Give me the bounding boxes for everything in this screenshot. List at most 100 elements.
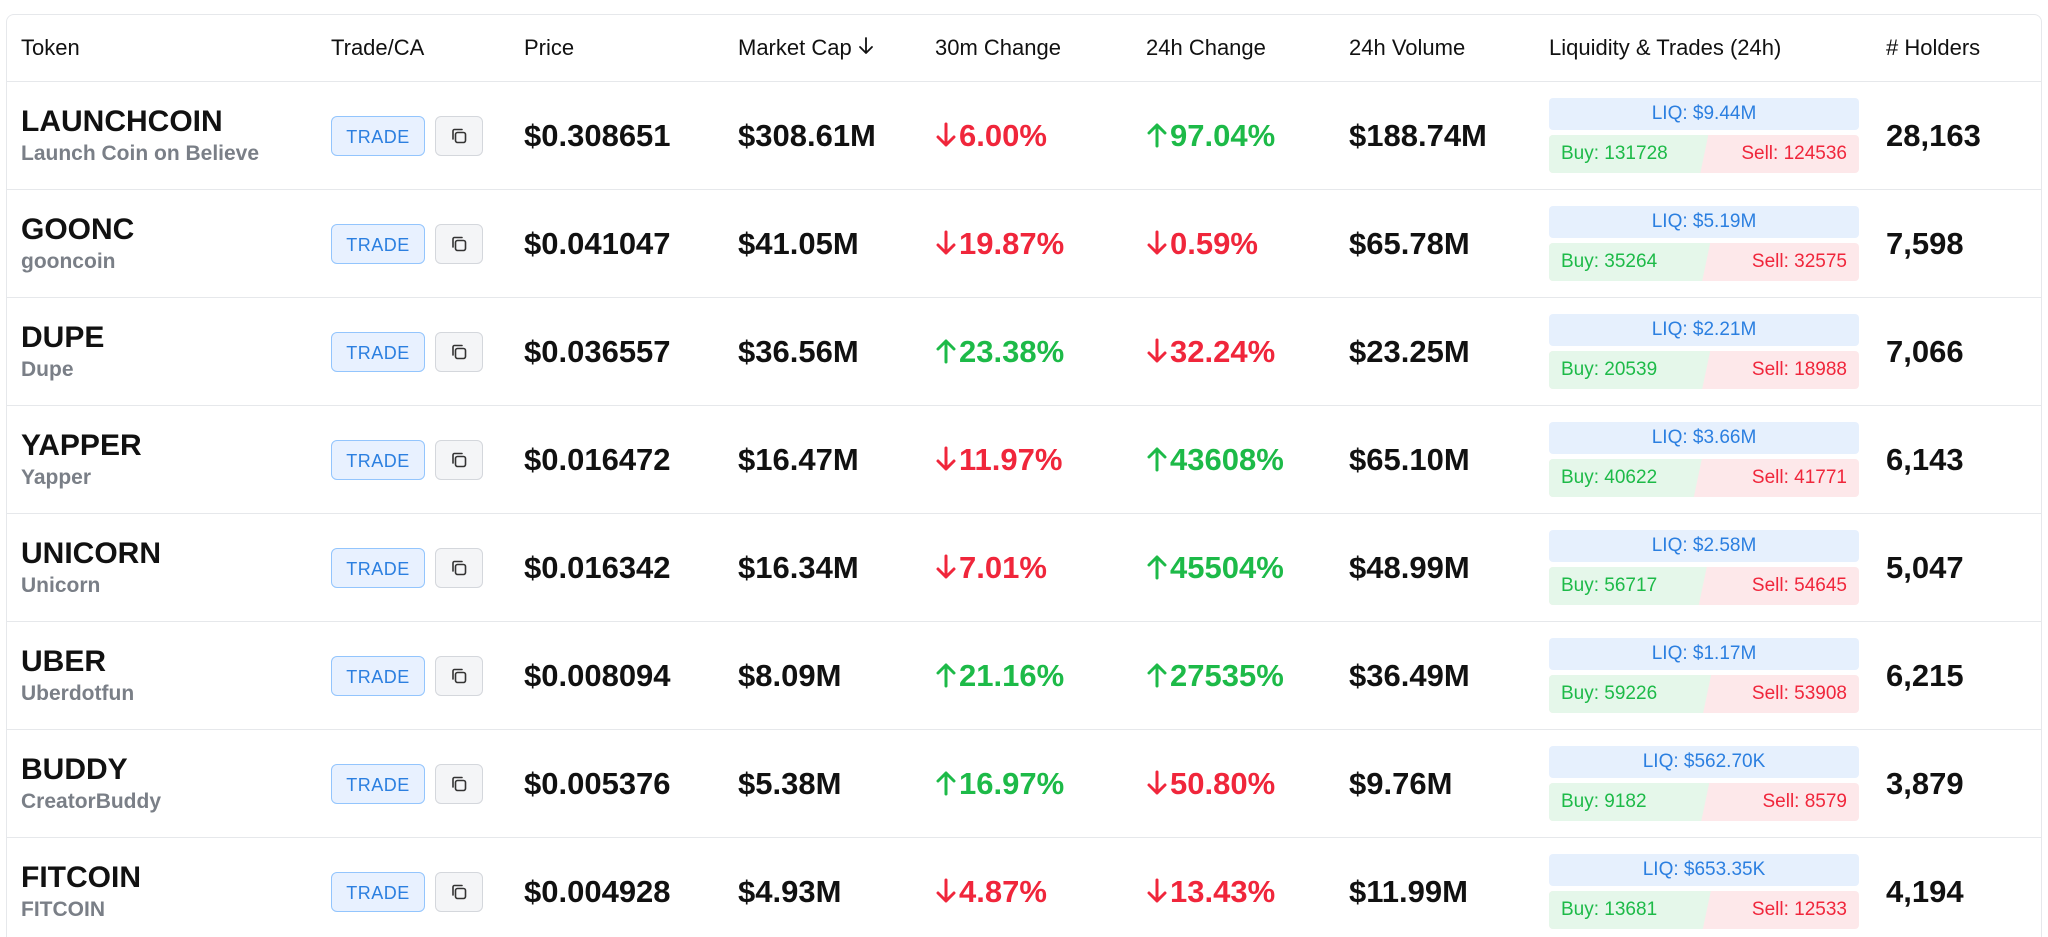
holders-count: 28,163 — [1886, 117, 1981, 153]
trade-button[interactable]: TRADE — [331, 871, 425, 912]
column-header-liquidity-trades[interactable]: Liquidity & Trades (24h) — [1535, 15, 1872, 82]
volume-24h-cell: $65.78M — [1335, 189, 1535, 298]
arrow-down-icon[interactable] — [858, 35, 874, 61]
column-header-24h-volume[interactable]: 24h Volume — [1335, 15, 1535, 82]
table-row[interactable]: DUPE Dupe TRADE $0.036557 $36.56M 23.38%… — [7, 297, 2041, 406]
arrow-down-icon — [935, 120, 957, 146]
market-cap-cell: $308.61M — [724, 81, 921, 190]
table-row[interactable]: UNICORN Unicorn TRADE $0.016342 $16.34M … — [7, 513, 2041, 622]
trade-ca-cell: TRADE — [317, 513, 510, 622]
copy-address-button[interactable] — [435, 763, 483, 804]
token-symbol[interactable]: GOONC — [21, 212, 135, 246]
copy-icon — [452, 668, 467, 683]
change-24h-value: 50.80% — [1146, 766, 1275, 801]
arrow-up-icon — [1146, 120, 1168, 147]
volume-24h-cell: $48.99M — [1335, 513, 1535, 622]
copy-address-button[interactable] — [435, 655, 483, 696]
token-symbol[interactable]: LAUNCHCOIN — [21, 104, 223, 138]
arrow-down-icon — [935, 228, 957, 254]
change-24h-cell: 50.80% — [1132, 729, 1335, 838]
column-header-market-cap[interactable]: Market Cap — [724, 15, 921, 82]
column-header-holders[interactable]: # Holders — [1872, 15, 2041, 82]
column-header-token: Token — [7, 15, 317, 82]
market-cap-value: $41.05M — [738, 225, 859, 261]
token-symbol[interactable]: UNICORN — [21, 536, 161, 570]
table-row[interactable]: LAUNCHCOIN Launch Coin on Believe TRADE … — [7, 81, 2041, 190]
column-header-price[interactable]: Price — [510, 15, 724, 82]
token-price: $0.016342 — [524, 549, 671, 585]
price-cell: $0.008094 — [510, 621, 724, 730]
token-symbol[interactable]: FITCOIN — [21, 860, 141, 894]
holders-cell: 7,598 — [1872, 189, 2041, 298]
copy-address-button[interactable] — [435, 115, 483, 156]
token-cell: BUDDY CreatorBuddy — [7, 729, 317, 838]
market-cap-value: $4.93M — [738, 873, 842, 909]
change-30m-text: 11.97% — [959, 441, 1063, 477]
volume-24h-value: $23.25M — [1349, 333, 1470, 369]
liquidity-trades-cell: LIQ: $3.66M Buy: 40622 Sell: 41771 — [1535, 405, 1872, 514]
token-name: Yapper — [21, 465, 92, 489]
change-24h-text: 0.59% — [1170, 225, 1258, 261]
table-row[interactable]: FITCOIN FITCOIN TRADE $0.004928 $4.93M 4… — [7, 837, 2041, 937]
change-24h-text: 27535% — [1170, 657, 1284, 693]
column-header-30m-change[interactable]: 30m Change — [921, 15, 1132, 82]
trade-button[interactable]: TRADE — [331, 331, 425, 372]
copy-address-button[interactable] — [435, 871, 483, 912]
copy-address-button[interactable] — [435, 439, 483, 480]
copy-icon — [452, 236, 467, 251]
token-symbol[interactable]: BUDDY — [21, 752, 128, 786]
change-30m-text: 6.00% — [959, 117, 1047, 153]
change-24h-value: 13.43% — [1146, 874, 1275, 909]
buy-count: Buy: 131728 — [1561, 143, 1668, 164]
arrow-down-icon — [1146, 336, 1168, 362]
trade-button[interactable]: TRADE — [331, 655, 425, 696]
buy-count: Buy: 9182 — [1561, 791, 1647, 812]
copy-address-button[interactable] — [435, 223, 483, 264]
market-cap-value: $5.38M — [738, 765, 842, 801]
liquidity-badge: LIQ: $3.66M — [1549, 422, 1859, 454]
volume-24h-cell: $9.76M — [1335, 729, 1535, 838]
token-symbol[interactable]: UBER — [21, 644, 107, 678]
change-30m-value: 23.38% — [935, 334, 1064, 369]
change-24h-value: 0.59% — [1146, 226, 1258, 261]
market-cap-cell: $16.47M — [724, 405, 921, 514]
copy-icon — [452, 344, 467, 359]
change-30m-cell: 7.01% — [921, 513, 1132, 622]
arrow-up-icon — [1146, 552, 1168, 579]
change-30m-value: 16.97% — [935, 766, 1064, 801]
copy-icon — [452, 776, 467, 791]
trade-button[interactable]: TRADE — [331, 763, 425, 804]
change-30m-value: 7.01% — [935, 550, 1047, 585]
change-30m-text: 16.97% — [959, 765, 1065, 801]
trade-button[interactable]: TRADE — [331, 439, 425, 480]
sell-count: Sell: 41771 — [1751, 467, 1847, 488]
token-symbol[interactable]: DUPE — [21, 320, 105, 354]
trade-button[interactable]: TRADE — [331, 115, 425, 156]
change-30m-text: 21.16% — [959, 657, 1065, 693]
token-symbol[interactable]: YAPPER — [21, 428, 142, 462]
holders-count: 4,194 — [1886, 873, 1964, 909]
change-24h-text: 43608% — [1170, 441, 1284, 477]
table-row[interactable]: YAPPER Yapper TRADE $0.016472 $16.47M 11… — [7, 405, 2041, 514]
market-cap-cell: $4.93M — [724, 837, 921, 937]
copy-address-button[interactable] — [435, 547, 483, 588]
change-24h-text: 13.43% — [1170, 873, 1276, 909]
table-row[interactable]: BUDDY CreatorBuddy TRADE $0.005376 $5.38… — [7, 729, 2041, 838]
copy-address-button[interactable] — [435, 331, 483, 372]
arrow-up-icon — [935, 336, 957, 363]
buy-sell-bar: Buy: 59226 Sell: 53908 — [1549, 675, 1859, 713]
trade-button[interactable]: TRADE — [331, 223, 425, 264]
liquidity-trades-widget: LIQ: $1.17M Buy: 59226 Sell: 53908 — [1549, 638, 1859, 713]
volume-24h-cell: $11.99M — [1335, 837, 1535, 937]
token-name: FITCOIN — [21, 897, 105, 921]
volume-24h-value: $11.99M — [1349, 873, 1468, 909]
table-row[interactable]: GOONC gooncoin TRADE $0.041047 $41.05M 1… — [7, 189, 2041, 298]
change-24h-cell: 13.43% — [1132, 837, 1335, 937]
token-name: Uberdotfun — [21, 681, 135, 705]
market-cap-cell: $36.56M — [724, 297, 921, 406]
change-30m-value: 6.00% — [935, 118, 1047, 153]
column-header-24h-change[interactable]: 24h Change — [1132, 15, 1335, 82]
trade-button[interactable]: TRADE — [331, 547, 425, 588]
holders-count: 5,047 — [1886, 549, 1964, 585]
table-row[interactable]: UBER Uberdotfun TRADE $0.008094 $8.09M 2… — [7, 621, 2041, 730]
